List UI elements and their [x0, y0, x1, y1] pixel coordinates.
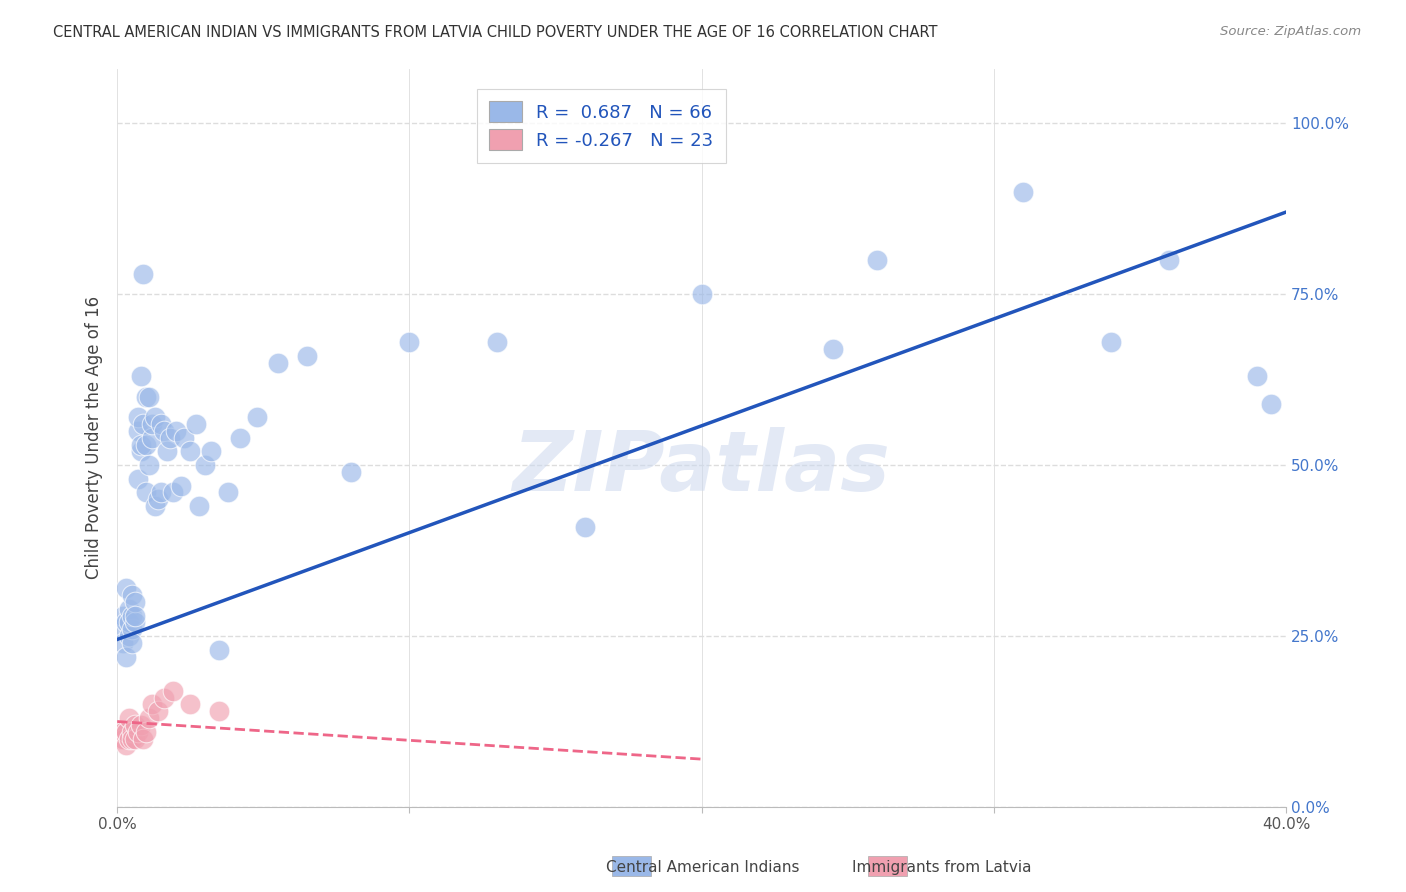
Point: [108, 622, 131, 636]
Point: [141, 698, 163, 712]
Text: CENTRAL AMERICAN INDIAN VS IMMIGRANTS FROM LATVIA CHILD POVERTY UNDER THE AGE OF: CENTRAL AMERICAN INDIAN VS IMMIGRANTS FR…: [53, 25, 938, 40]
Point: [146, 704, 169, 718]
Text: ZIPatlas: ZIPatlas: [513, 426, 890, 508]
Point: [127, 410, 149, 425]
Point: [115, 615, 138, 630]
Point: [115, 739, 138, 753]
Y-axis label: Child Poverty Under the Age of 16: Child Poverty Under the Age of 16: [86, 296, 103, 579]
Point: [179, 444, 201, 458]
Point: [1099, 334, 1122, 349]
Point: [115, 581, 138, 595]
Point: [200, 444, 222, 458]
Legend: R =  0.687   N = 66, R = -0.267   N = 23: R = 0.687 N = 66, R = -0.267 N = 23: [477, 88, 725, 163]
Point: [138, 711, 160, 725]
Point: [132, 267, 155, 281]
Point: [118, 731, 141, 746]
Point: [267, 355, 290, 369]
Point: [132, 417, 155, 431]
Point: [162, 683, 184, 698]
Point: [398, 334, 420, 349]
Point: [1246, 369, 1268, 384]
Text: Central American Indians: Central American Indians: [606, 860, 800, 874]
Point: [129, 718, 152, 732]
Point: [129, 437, 152, 451]
Point: [246, 410, 269, 425]
Text: Immigrants from Latvia: Immigrants from Latvia: [852, 860, 1032, 874]
Point: [143, 410, 166, 425]
Point: [121, 622, 143, 636]
Point: [135, 437, 157, 451]
Point: [118, 629, 141, 643]
Point: [138, 390, 160, 404]
Point: [127, 424, 149, 438]
Point: [124, 608, 146, 623]
Point: [118, 615, 141, 630]
Point: [165, 424, 187, 438]
Point: [132, 731, 155, 746]
Point: [141, 417, 163, 431]
Point: [112, 636, 135, 650]
Point: [173, 431, 195, 445]
Point: [127, 472, 149, 486]
Point: [188, 499, 211, 513]
Point: [295, 349, 318, 363]
Point: [153, 424, 176, 438]
Point: [121, 608, 143, 623]
Point: [124, 718, 146, 732]
Point: [690, 287, 713, 301]
Point: [124, 615, 146, 630]
Point: [823, 342, 845, 356]
Point: [135, 485, 157, 500]
Point: [150, 485, 173, 500]
Point: [118, 711, 141, 725]
Point: [1012, 185, 1035, 199]
Point: [129, 444, 152, 458]
Point: [112, 731, 135, 746]
Point: [208, 704, 231, 718]
Point: [138, 458, 160, 472]
Point: [108, 724, 131, 739]
Point: [1260, 396, 1282, 410]
Point: [229, 431, 252, 445]
Point: [108, 731, 131, 746]
Point: [146, 492, 169, 507]
Point: [866, 252, 889, 267]
Point: [159, 431, 181, 445]
Point: [124, 731, 146, 746]
Point: [121, 731, 143, 746]
Point: [121, 636, 143, 650]
Point: [121, 588, 143, 602]
Point: [112, 724, 135, 739]
Point: [141, 431, 163, 445]
Point: [112, 608, 135, 623]
Point: [135, 390, 157, 404]
Point: [486, 334, 509, 349]
Point: [162, 485, 184, 500]
Point: [135, 724, 157, 739]
Point: [170, 478, 193, 492]
Point: [217, 485, 239, 500]
Point: [574, 519, 596, 533]
Point: [129, 369, 152, 384]
Point: [340, 465, 363, 479]
Point: [118, 601, 141, 615]
Point: [156, 444, 179, 458]
Point: [153, 690, 176, 705]
Text: Source: ZipAtlas.com: Source: ZipAtlas.com: [1220, 25, 1361, 38]
Point: [150, 417, 173, 431]
Point: [143, 499, 166, 513]
Point: [121, 724, 143, 739]
Point: [115, 724, 138, 739]
Point: [194, 458, 217, 472]
Point: [1157, 252, 1180, 267]
Point: [184, 417, 207, 431]
Point: [179, 698, 201, 712]
Point: [208, 642, 231, 657]
Point: [115, 649, 138, 664]
Point: [124, 595, 146, 609]
Point: [127, 724, 149, 739]
